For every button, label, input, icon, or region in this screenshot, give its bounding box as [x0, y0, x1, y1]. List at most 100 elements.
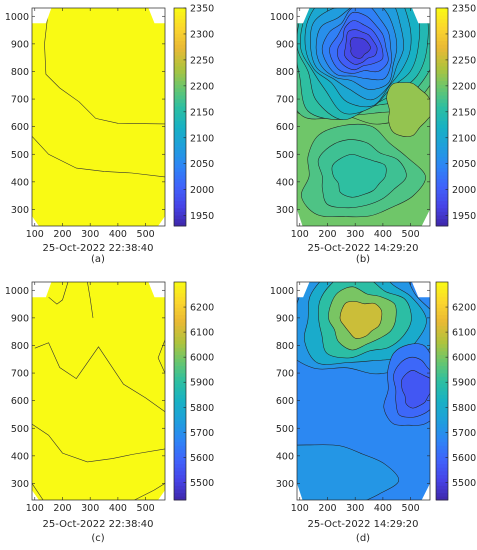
- colorbar-band-c-34: [174, 372, 186, 377]
- colorbar-band-c-51: [174, 311, 186, 316]
- colorbar-band-b-13: [436, 175, 448, 180]
- y-tick-label-b-500: 500: [276, 150, 294, 161]
- colorbar-band-a-43: [174, 66, 186, 71]
- colorbar-frame-d: [435, 281, 449, 501]
- colorbar-band-c-39: [174, 354, 186, 359]
- plot-area-b: [297, 8, 430, 226]
- colorbar-band-d-29: [436, 391, 448, 396]
- colorbar-band-d-6: [436, 474, 448, 479]
- colorbar-band-a-19: [174, 153, 186, 158]
- colorbar-band-a-38: [174, 84, 186, 89]
- colorbar-band-b-10: [436, 186, 448, 191]
- mask-corner-a-top_right: [148, 8, 165, 24]
- mask-corner-d-top_left: [297, 282, 310, 298]
- mask-corner-b-bottom_right: [421, 209, 430, 226]
- colorbar-band-b-44: [436, 62, 448, 67]
- colorbar-band-d-35: [436, 369, 448, 374]
- colorbar-band-d-56: [436, 292, 448, 297]
- colorbar-band-b-51: [436, 37, 448, 42]
- colorbar-band-d-17: [436, 434, 448, 439]
- colorbar-frame-a: [173, 7, 187, 227]
- panel-label-c: (c): [91, 533, 104, 544]
- colorbar-band-b-4: [436, 207, 448, 212]
- plot-area-c: [32, 282, 165, 500]
- colorbar-tick-label-b-1950: 1950: [452, 211, 476, 222]
- colorbar-band-d-13: [436, 449, 448, 454]
- colorbar-tick-label-d-5700: 5700: [452, 428, 476, 439]
- y-tick-label-b-800: 800: [276, 67, 294, 78]
- colorbar-band-b-1: [436, 218, 448, 223]
- colorbar-band-b-40: [436, 77, 448, 82]
- colorbar-band-b-21: [436, 146, 448, 151]
- colorbar-tick-label-c-5800: 5800: [190, 403, 214, 414]
- y-tick-label-b-400: 400: [276, 177, 294, 188]
- panel-b: 100 200 300 400 500 300 400 500 600 700 800 900 1000…: [270, 4, 476, 241]
- colorbar-band-a-45: [174, 58, 186, 63]
- y-tick-label-a-500: 500: [11, 150, 29, 161]
- x-tick-label-d-400: 400: [374, 503, 392, 514]
- colorbar-band-b-29: [436, 117, 448, 122]
- colorbar-band-a-0: [174, 222, 186, 227]
- colorbar-band-a-35: [174, 95, 186, 100]
- y-tick-label-c-400: 400: [11, 451, 29, 462]
- y-tick-label-a-800: 800: [11, 67, 29, 78]
- x-axis-label-a: 25-Oct-2022 22:38:40: [42, 243, 153, 254]
- colorbar-band-b-56: [436, 18, 448, 23]
- colorbar-band-c-1: [174, 492, 186, 497]
- y-tick-label-b-900: 900: [276, 39, 294, 50]
- colorbar-band-a-12: [174, 178, 186, 183]
- colorbar-band-a-59: [174, 8, 186, 13]
- colorbar-band-b-30: [436, 113, 448, 118]
- mask-corner-b-bottom_left: [297, 209, 303, 226]
- y-tick-label-b-700: 700: [276, 95, 294, 106]
- colorbar-band-a-16: [174, 164, 186, 169]
- colorbar-band-c-4: [174, 481, 186, 486]
- colorbar-band-c-40: [174, 351, 186, 356]
- colorbar-band-d-42: [436, 343, 448, 348]
- colorbar-band-c-44: [174, 336, 186, 341]
- colorbar-tick-label-d-5600: 5600: [452, 453, 476, 464]
- colorbar-band-b-43: [436, 66, 448, 71]
- colorbar-band-c-56: [174, 292, 186, 297]
- y-tick-label-d-300: 300: [276, 479, 294, 490]
- colorbar-band-a-56: [174, 18, 186, 23]
- colorbar-band-a-9: [174, 189, 186, 194]
- colorbar-tick-label-b-2350: 2350: [452, 4, 476, 15]
- y-tick-label-c-800: 800: [11, 341, 29, 352]
- colorbar-band-d-22: [436, 416, 448, 421]
- colorbar-band-b-20: [436, 149, 448, 154]
- axes-frame-d: [296, 281, 431, 501]
- colorbar-band-c-16: [174, 438, 186, 443]
- colorbar-band-a-40: [174, 77, 186, 82]
- colorbar-band-b-15: [436, 167, 448, 172]
- colorbar-band-b-28: [436, 120, 448, 125]
- y-tick-label-a-400: 400: [11, 177, 29, 188]
- y-tick-label-c-500: 500: [11, 424, 29, 435]
- y-tick-label-d-700: 700: [276, 369, 294, 380]
- plot-area-a: [32, 8, 165, 226]
- colorbar-band-b-18: [436, 156, 448, 161]
- x-tick-label-c-500: 500: [137, 503, 155, 514]
- x-tick-label-a-500: 500: [137, 229, 155, 240]
- colorbar-tick-label-c-5900: 5900: [190, 378, 214, 389]
- colorbar-band-a-41: [174, 73, 186, 78]
- colorbar-band-b-35: [436, 95, 448, 100]
- colorbar-band-a-51: [174, 37, 186, 42]
- colorbar-band-d-43: [436, 340, 448, 345]
- x-tick-label-c-100: 100: [26, 503, 44, 514]
- colorbar-band-d-53: [436, 303, 448, 308]
- colorbar-tick-label-d-5800: 5800: [452, 403, 476, 414]
- colorbar-band-b-48: [436, 47, 448, 52]
- colorbar-tick-label-b-2100: 2100: [452, 133, 476, 144]
- colorbar-band-d-34: [436, 372, 448, 377]
- colorbar-tick-label-b-2150: 2150: [452, 107, 476, 118]
- colorbar-band-b-22: [436, 142, 448, 147]
- colorbar-band-d-55: [436, 296, 448, 301]
- contour-level-b-0-12: [349, 37, 371, 59]
- colorbar-band-c-42: [174, 343, 186, 348]
- colorbar-band-d-21: [436, 420, 448, 425]
- contour-line-c-2: [32, 483, 44, 500]
- colorbar-band-a-32: [174, 106, 186, 111]
- colorbar-band-a-20: [174, 149, 186, 154]
- colorbar-band-b-33: [436, 102, 448, 107]
